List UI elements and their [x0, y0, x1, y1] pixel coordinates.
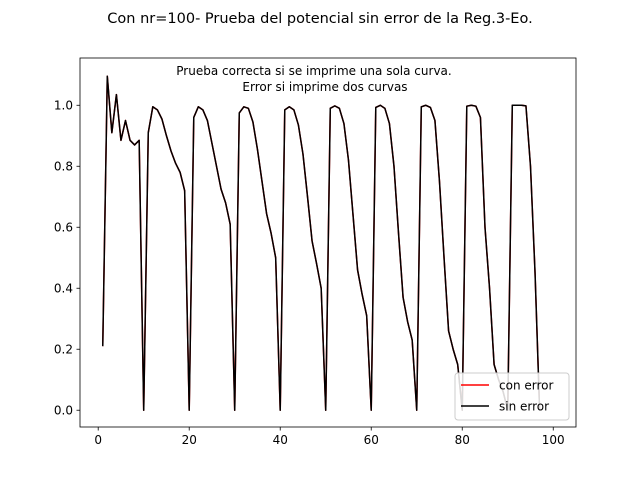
series-line-2 [102, 75, 541, 411]
x-tick-label: 80 [455, 433, 470, 447]
annotation-line-2: Error si imprime dos curvas [242, 80, 407, 94]
y-tick-label: 0.0 [54, 404, 73, 418]
legend-label-1: con error [499, 378, 553, 392]
y-tick-label: 1.0 [54, 99, 73, 113]
legend: con error sin error [454, 372, 570, 421]
y-tick-label: 0.4 [54, 282, 73, 296]
x-tick-label: 100 [542, 433, 565, 447]
plot-area: 0 20 40 60 80 100 0.0 0.2 0.4 0.6 0.8 1.0 [54, 57, 577, 447]
x-tick-label: 60 [364, 433, 379, 447]
axes-frame [79, 57, 577, 428]
legend-label-2: sin error [499, 399, 549, 413]
chart-title: Con nr=100- Prueba del potencial sin err… [107, 11, 532, 27]
y-tick-label: 0.2 [54, 343, 73, 357]
series-line-1 [102, 75, 541, 411]
x-tick-label: 20 [182, 433, 197, 447]
annotation-line-1: Prueba correcta si se imprime una sola c… [176, 64, 451, 78]
x-tick-label: 0 [94, 433, 102, 447]
y-tick-label: 0.8 [54, 160, 73, 174]
x-tick-label: 40 [273, 433, 288, 447]
y-tick-label: 0.6 [54, 221, 73, 235]
